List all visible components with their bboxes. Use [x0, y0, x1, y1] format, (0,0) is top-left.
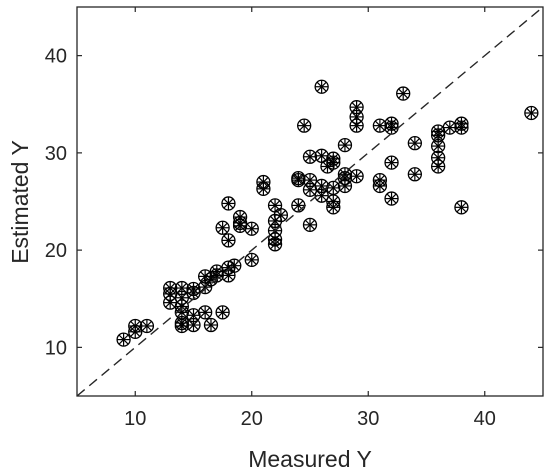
data-point — [297, 118, 312, 133]
data-point — [221, 233, 236, 248]
data-point — [349, 100, 364, 115]
data-point — [215, 305, 230, 320]
data-point — [227, 258, 242, 273]
data-point — [314, 188, 329, 203]
data-point — [337, 137, 353, 153]
data-point — [349, 169, 364, 184]
data-point — [221, 196, 236, 211]
data-point — [454, 200, 469, 215]
data-point — [197, 279, 213, 295]
data-point — [267, 198, 283, 213]
data-point — [139, 318, 155, 334]
data-point — [372, 172, 388, 188]
data-point — [524, 105, 539, 121]
data-point — [186, 281, 201, 297]
data-point — [215, 220, 230, 235]
plot-frame — [76, 6, 544, 397]
data-point — [396, 86, 411, 101]
x-tick-label: 40 — [474, 408, 496, 430]
data-point — [244, 252, 259, 268]
data-point — [407, 135, 423, 151]
x-tick-label: 20 — [241, 408, 263, 430]
data-point — [174, 290, 190, 305]
data-point — [384, 116, 399, 131]
data-point — [256, 174, 271, 190]
data-point — [314, 79, 329, 94]
x-tick-label: 10 — [124, 408, 146, 430]
data-point — [128, 318, 143, 334]
y-tick-label: 30 — [45, 143, 67, 165]
data-point — [116, 332, 131, 347]
identity-reference-line — [76, 6, 544, 397]
y-axis-title: Estimated Y — [7, 140, 33, 264]
data-point — [186, 308, 201, 323]
data-point — [302, 172, 318, 188]
data-point — [384, 191, 399, 206]
data-point — [302, 217, 318, 232]
data-point — [407, 167, 423, 182]
x-axis-title: Measured Y — [248, 446, 372, 472]
data-point — [197, 305, 213, 320]
data-point — [314, 178, 329, 194]
data-point — [291, 198, 306, 213]
data-point — [203, 317, 219, 333]
data-point — [291, 171, 306, 186]
data-point — [454, 116, 469, 131]
y-tick-label: 10 — [45, 337, 67, 359]
data-point — [302, 149, 318, 164]
data-point — [209, 264, 224, 279]
data-point — [163, 280, 178, 296]
data-point — [326, 180, 341, 196]
data-points — [116, 79, 539, 347]
data-point — [174, 280, 190, 296]
data-point — [326, 151, 341, 166]
data-point — [232, 209, 248, 225]
data-point — [244, 221, 259, 236]
data-point — [337, 167, 353, 182]
data-point — [372, 118, 388, 133]
y-axis-ticks: 10 20 30 40 — [45, 46, 543, 359]
data-point — [442, 120, 457, 135]
x-axis-ticks: 10 20 30 40 — [124, 7, 496, 430]
data-point — [384, 155, 399, 170]
y-tick-label: 40 — [45, 46, 67, 68]
data-point — [273, 207, 289, 223]
y-tick-label: 20 — [45, 240, 67, 262]
x-tick-label: 30 — [357, 408, 379, 430]
data-point — [326, 194, 341, 209]
